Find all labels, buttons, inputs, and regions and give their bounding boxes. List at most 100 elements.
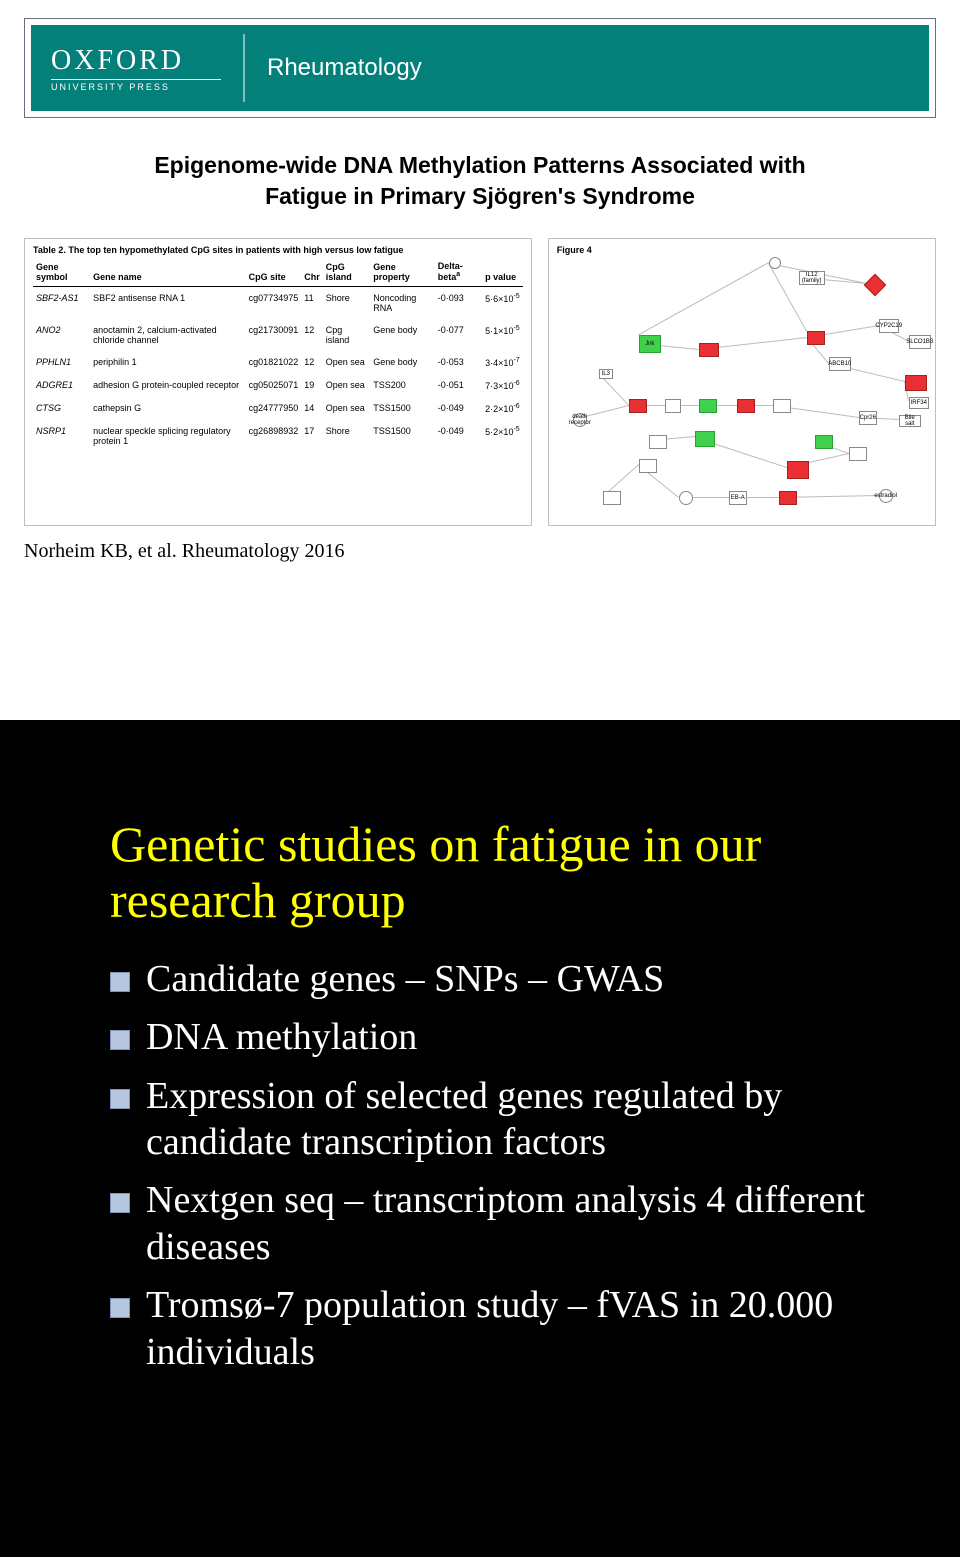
th-chr: Chr [301,259,323,287]
table-row: ADGRE1adhesion G protein-coupled recepto… [33,374,523,397]
th-cpg-island: CpG island [323,259,371,287]
table-row: ANO2anoctamin 2, calcium-activated chlor… [33,319,523,351]
cell-site: cg26898932 [246,420,302,452]
slide-bottom: Genetic studies on fatigue in our resear… [0,720,960,1557]
panels-row: Table 2. The top ten hypomethylated CpG … [0,238,960,526]
cell-db: -0·049 [435,420,482,452]
cell-chr: 19 [301,374,323,397]
bullet-item: DNA methylation [110,1014,870,1060]
network-node [695,431,715,447]
cell-chr: 14 [301,397,323,420]
cell-db: -0·049 [435,397,482,420]
cell-sym: SBF2-AS1 [33,287,90,320]
network-node: SLCO1B3 [909,335,931,349]
journal-name: Rheumatology [267,54,422,82]
cell-db: -0·077 [435,319,482,351]
paper-title: Epigenome-wide DNA Methylation Patterns … [30,150,930,212]
network-node: Cpr26 [859,411,877,425]
cell-p: 5·6×10-5 [482,287,523,320]
banner-container: OXFORD UNIVERSITY PRESS Rheumatology [0,0,960,118]
cell-island: Shore [323,420,371,452]
th-gene-name: Gene name [90,259,246,287]
cell-site: cg07734975 [246,287,302,320]
network-node [779,491,797,505]
cell-chr: 12 [301,319,323,351]
bullet-item: Candidate genes – SNPs – GWAS [110,956,870,1002]
cell-p: 2·2×10-6 [482,397,523,420]
cell-prop: Gene body [370,351,435,374]
network-node [905,375,927,391]
network-node: ABCB10 [829,357,851,371]
cell-db: -0·093 [435,287,482,320]
bullet-list: Candidate genes – SNPs – GWAS DNA methyla… [110,956,870,1375]
table-header-row: Gene symbol Gene name CpG site Chr CpG i… [33,259,523,287]
network-node [699,399,717,413]
banner-border: OXFORD UNIVERSITY PRESS Rheumatology [24,18,936,118]
network-node: IL3 [599,369,613,379]
cell-chr: 12 [301,351,323,374]
bullet-item: Nextgen seq – transcriptom analysis 4 di… [110,1177,870,1270]
network-node: IRF34 [909,397,929,409]
cell-name: cathepsin G [90,397,246,420]
cell-sym: ADGRE1 [33,374,90,397]
cell-prop: TSS1500 [370,397,435,420]
table-row: SBF2-AS1SBF2 antisense RNA 1cg0773497511… [33,287,523,320]
paper-title-line2: Fatigue in Primary Sjögren's Syndrome [265,183,695,209]
network-node: Jnk [639,335,661,353]
cell-name: periphilin 1 [90,351,246,374]
network-node: Bile salt [899,415,921,427]
cell-sym: NSRP1 [33,420,90,452]
paper-title-block: Epigenome-wide DNA Methylation Patterns … [0,118,960,238]
cell-name: nuclear speckle splicing regulatory prot… [90,420,246,452]
banner-divider [243,34,245,102]
network-node [815,435,833,449]
network-node: IL12 (family) [799,271,825,285]
cell-p: 5·2×10-5 [482,420,523,452]
cell-p: 3·4×10-7 [482,351,523,374]
network-node [699,343,719,357]
cell-island: Open sea [323,397,371,420]
cpg-table: Gene symbol Gene name CpG site Chr CpG i… [33,259,523,452]
network-node [849,447,867,461]
cell-db: -0·053 [435,351,482,374]
cell-island: Open sea [323,351,371,374]
table-panel: Table 2. The top ten hypomethylated CpG … [24,238,532,526]
network-node [773,399,791,413]
cell-name: anoctamin 2, calcium-activated chloride … [90,319,246,351]
network-node [863,274,886,297]
network-node [665,399,681,413]
cell-site: cg21730091 [246,319,302,351]
paper-title-line1: Epigenome-wide DNA Methylation Patterns … [154,152,805,178]
bullet-item: Tromsø-7 population study – fVAS in 20.0… [110,1282,870,1375]
brand-block: OXFORD UNIVERSITY PRESS [31,45,221,92]
figure-panel: Figure 4 IL12 (family)JnkCYP2C19SLCO1B3A… [548,238,936,526]
cell-sym: CTSG [33,397,90,420]
network-node [769,257,781,269]
th-gene-symbol: Gene symbol [33,259,90,287]
cell-site: cg24777950 [246,397,302,420]
table-row: CTSGcathepsin Gcg2477795014Open seaTSS15… [33,397,523,420]
network-node: death receptor [573,413,587,427]
cell-db: -0·051 [435,374,482,397]
th-gene-property: Gene property [370,259,435,287]
bullet-item: Expression of selected genes regulated b… [110,1073,870,1166]
network-edge [638,262,768,335]
brand-line [51,79,221,80]
cell-name: SBF2 antisense RNA 1 [90,287,246,320]
th-p-value: p value [482,259,523,287]
cell-chr: 17 [301,420,323,452]
network-node: CYP2C19 [879,319,899,333]
cell-prop: Gene body [370,319,435,351]
slide-top: OXFORD UNIVERSITY PRESS Rheumatology Epi… [0,0,960,720]
heading: Genetic studies on fatigue in our resear… [110,816,870,928]
table-row: PPHLN1periphilin 1cg0182102212Open seaGe… [33,351,523,374]
cell-prop: TSS1500 [370,420,435,452]
brand-sub: UNIVERSITY PRESS [51,82,221,92]
cell-island: Shore [323,287,371,320]
network-node [649,435,667,449]
th-cpg-site: CpG site [246,259,302,287]
network-node [737,399,755,413]
brand-main: OXFORD [51,45,221,77]
cell-site: cg05025071 [246,374,302,397]
cell-sym: PPHLN1 [33,351,90,374]
